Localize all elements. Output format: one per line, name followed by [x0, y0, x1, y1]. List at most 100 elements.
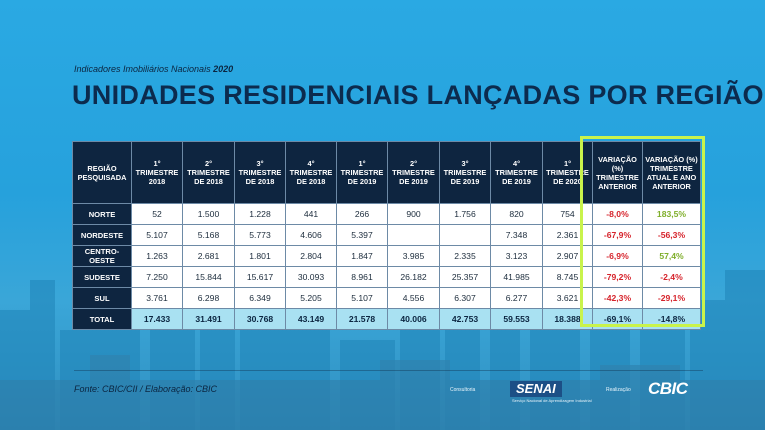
table-row: SUL 3.761 6.298 6.349 5.205 5.107 4.556 6.307 6.… [72, 287, 701, 309]
variation-previous-cell: -79,2% [592, 266, 643, 288]
value-cell [439, 224, 491, 246]
value-cell: 2.681 [182, 245, 235, 267]
value-cell: 3.123 [490, 245, 543, 267]
subtitle-text: Indicadores Imobiliários Nacionais [74, 64, 211, 74]
region-cell: CENTRO-OESTE [72, 245, 132, 267]
value-cell: 59.553 [490, 308, 543, 330]
value-cell: 31.491 [182, 308, 235, 330]
value-cell: 8.745 [542, 266, 593, 288]
variation-previous-cell: -69,1% [592, 308, 643, 330]
header-variation-2: VARIAÇÃO (%) TRIMESTRE ATUAL E ANO ANTER… [642, 141, 701, 204]
value-cell: 8.961 [336, 266, 388, 288]
header-quarter-8: 4° TRIMESTRE DE 2019 [490, 141, 543, 204]
total-row: TOTAL 17.433 31.491 30.768 43.149 21.578 40.00… [72, 308, 701, 330]
region-cell: SUL [72, 287, 132, 309]
value-cell: 40.006 [387, 308, 440, 330]
value-cell: 441 [285, 203, 337, 225]
header-quarter-3: 3° TRIMESTRE DE 2018 [234, 141, 286, 204]
value-cell: 21.578 [336, 308, 388, 330]
value-cell: 754 [542, 203, 593, 225]
header-quarter-4: 4° TRIMESTRE DE 2018 [285, 141, 337, 204]
value-cell: 2.804 [285, 245, 337, 267]
region-cell: NORDESTE [72, 224, 132, 246]
realizacao-label: Realização [606, 387, 631, 393]
header-quarter-5: 1° TRIMESTRE DE 2019 [336, 141, 388, 204]
value-cell: 18.388 [542, 308, 593, 330]
region-cell: NORTE [72, 203, 132, 225]
variation-previous-cell: -42,3% [592, 287, 643, 309]
table-body: NORTE 52 1.500 1.228 441 266 900 1.756 820 754 -8,… [72, 203, 701, 330]
value-cell: 7.348 [490, 224, 543, 246]
value-cell: 4.556 [387, 287, 440, 309]
value-cell: 3.621 [542, 287, 593, 309]
value-cell: 1.263 [131, 245, 183, 267]
value-cell: 1.801 [234, 245, 286, 267]
value-cell: 17.433 [131, 308, 183, 330]
value-cell: 2.361 [542, 224, 593, 246]
variation-year-cell: -56,3% [642, 224, 701, 246]
value-cell: 2.907 [542, 245, 593, 267]
source-note: Fonte: CBIC/CII / Elaboração: CBIC [74, 384, 218, 394]
value-cell: 2.335 [439, 245, 491, 267]
value-cell: 1.847 [336, 245, 388, 267]
value-cell: 6.349 [234, 287, 286, 309]
value-cell: 3.761 [131, 287, 183, 309]
value-cell: 41.985 [490, 266, 543, 288]
header-quarter-1: 1° TRIMESTRE 2018 [131, 141, 183, 204]
value-cell: 5.107 [336, 287, 388, 309]
table-container: REGIÃO PESQUISADA 1° TRIMESTRE 2018 2° TRI… [72, 141, 701, 330]
senai-subtext: Serviço Nacional de Aprendizagem Industr… [512, 398, 592, 403]
variation-previous-cell: -8,0% [592, 203, 643, 225]
header-quarter-2: 2° TRIMESTRE DE 2018 [182, 141, 235, 204]
value-cell: 6.307 [439, 287, 491, 309]
value-cell: 25.357 [439, 266, 491, 288]
value-cell: 3.985 [387, 245, 440, 267]
value-cell: 42.753 [439, 308, 491, 330]
value-cell: 15.617 [234, 266, 286, 288]
cbic-logo: CBIC [648, 379, 688, 398]
variation-previous-cell: -6,9% [592, 245, 643, 267]
variation-year-cell: -29,1% [642, 287, 701, 309]
value-cell: 30.093 [285, 266, 337, 288]
table-header-row: REGIÃO PESQUISADA 1° TRIMESTRE 2018 2° TRI… [72, 141, 701, 204]
value-cell: 5.107 [131, 224, 183, 246]
value-cell: 26.182 [387, 266, 440, 288]
value-cell: 4.606 [285, 224, 337, 246]
header-quarter-6: 2° TRIMESTRE DE 2019 [387, 141, 440, 204]
variation-year-cell: -14,8% [642, 308, 701, 330]
value-cell: 5.168 [182, 224, 235, 246]
value-cell: 5.773 [234, 224, 286, 246]
value-cell: 5.205 [285, 287, 337, 309]
subtitle-year: 2020 [213, 64, 234, 74]
value-cell: 7.250 [131, 266, 183, 288]
value-cell [387, 224, 440, 246]
value-cell: 6.298 [182, 287, 235, 309]
value-cell: 43.149 [285, 308, 337, 330]
page-title: UNIDADES RESIDENCIAIS LANÇADAS POR REGIÃ… [72, 80, 764, 110]
table-row: NORDESTE 5.107 5.168 5.773 4.606 5.397 7.348 2.… [72, 224, 701, 246]
value-cell: 30.768 [234, 308, 286, 330]
value-cell: 52 [131, 203, 183, 225]
variation-year-cell: 183,5% [642, 203, 701, 225]
value-cell: 1.756 [439, 203, 491, 225]
value-cell: 5.397 [336, 224, 388, 246]
value-cell: 900 [387, 203, 440, 225]
footer-divider [74, 370, 703, 371]
header-variation-1: VARIAÇÃO (%) TRIMESTRE ANTERIOR [592, 141, 643, 204]
table-row: SUDESTE 7.250 15.844 15.617 30.093 8.961 26.18… [72, 266, 701, 288]
region-cell: SUDESTE [72, 266, 132, 288]
region-cell: TOTAL [72, 308, 132, 330]
value-cell: 15.844 [182, 266, 235, 288]
header-region: REGIÃO PESQUISADA [72, 141, 132, 204]
table-row: NORTE 52 1.500 1.228 441 266 900 1.756 820 754 -8,… [72, 203, 701, 225]
variation-year-cell: -2,4% [642, 266, 701, 288]
header-quarter-7: 3° TRIMESTRE DE 2019 [439, 141, 491, 204]
value-cell: 1.228 [234, 203, 286, 225]
value-cell: 6.277 [490, 287, 543, 309]
consultoria-label: Consultoria [450, 387, 476, 393]
launches-table: REGIÃO PESQUISADA 1° TRIMESTRE 2018 2° TRI… [72, 141, 701, 330]
table-row: CENTRO-OESTE 1.263 2.681 1.801 2.804 1.847 3.9… [72, 245, 701, 267]
report-subtitle: Indicadores Imobiliários Nacionais 2020 [74, 64, 233, 74]
senai-logo: SENAI [510, 381, 562, 397]
value-cell: 1.500 [182, 203, 235, 225]
